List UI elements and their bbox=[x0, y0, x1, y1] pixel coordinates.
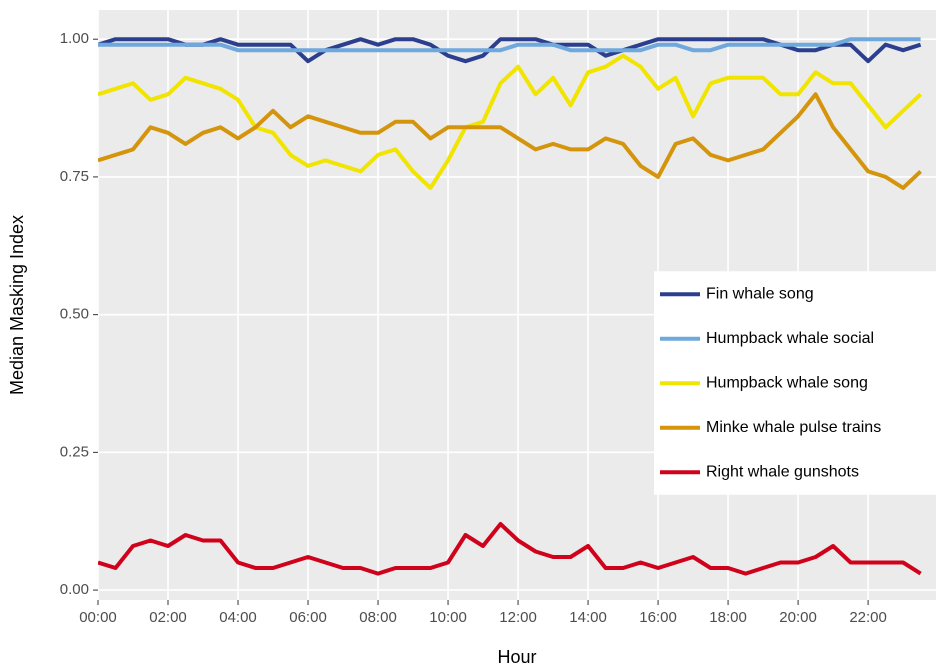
series-line bbox=[98, 37, 921, 53]
y-tick-label: 0.75 bbox=[60, 168, 89, 185]
legend-label: Right whale gunshots bbox=[706, 463, 859, 480]
x-tick-label: 00:00 bbox=[79, 609, 117, 626]
x-tick-label: 12:00 bbox=[499, 609, 537, 626]
series-line bbox=[98, 92, 922, 190]
x-tick-label: 10:00 bbox=[429, 609, 467, 626]
x-tick-label: 20:00 bbox=[779, 609, 817, 626]
x-tick-label: 06:00 bbox=[289, 609, 327, 626]
legend-label: Humpback whale social bbox=[706, 330, 874, 347]
x-axis-title: Hour bbox=[497, 647, 536, 667]
x-tick-label: 14:00 bbox=[569, 609, 607, 626]
x-tick-label: 04:00 bbox=[219, 609, 257, 626]
y-axis-title: Median Masking Index bbox=[7, 215, 27, 395]
legend-label: Humpback whale song bbox=[706, 374, 868, 391]
x-tick-label: 08:00 bbox=[359, 609, 397, 626]
x-tick-label: 22:00 bbox=[849, 609, 887, 626]
x-tick-label: 18:00 bbox=[709, 609, 747, 626]
y-tick-label: 0.00 bbox=[60, 581, 89, 598]
series-line bbox=[98, 53, 922, 190]
y-tick-label: 0.25 bbox=[60, 443, 89, 460]
series-line bbox=[98, 522, 922, 576]
y-tick-label: 1.00 bbox=[60, 30, 89, 47]
legend-box bbox=[654, 271, 936, 495]
x-tick-label: 02:00 bbox=[149, 609, 187, 626]
legend-label: Minke whale pulse trains bbox=[706, 419, 881, 436]
legend-label: Fin whale song bbox=[706, 285, 814, 302]
x-tick-label: 16:00 bbox=[639, 609, 677, 626]
y-tick-label: 0.50 bbox=[60, 306, 89, 323]
